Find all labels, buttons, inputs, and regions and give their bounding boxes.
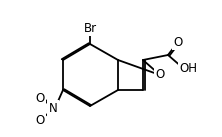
Text: N: N (48, 102, 57, 115)
Text: OH: OH (180, 62, 198, 75)
Text: O: O (155, 68, 165, 82)
Text: O: O (35, 92, 45, 105)
Text: O: O (35, 113, 45, 126)
Text: O: O (173, 35, 183, 48)
Text: Br: Br (83, 22, 97, 35)
